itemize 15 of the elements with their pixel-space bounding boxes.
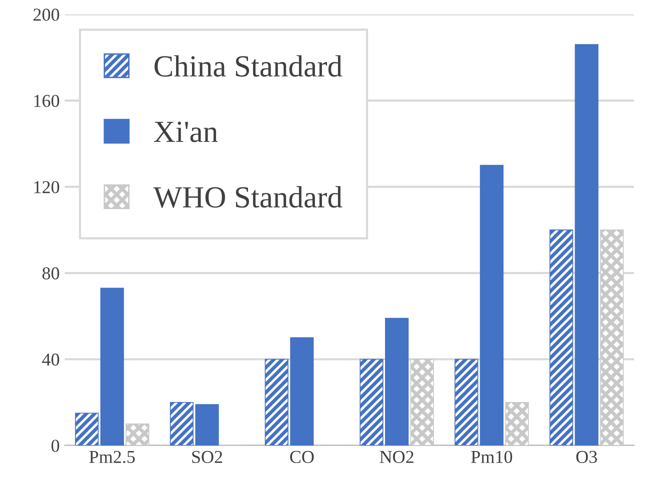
y-tick-label: 120 bbox=[34, 181, 60, 194]
x-tick-label: O3 bbox=[576, 450, 597, 464]
x-tick-label: CO bbox=[290, 450, 314, 464]
x-tick-label: NO2 bbox=[380, 450, 414, 464]
y-tick-label: 160 bbox=[34, 94, 60, 108]
y-tick-label: 200 bbox=[34, 8, 60, 21]
y-tick-label: 40 bbox=[42, 354, 60, 366]
legend-label: WHO Standard bbox=[153, 186, 342, 208]
legend-label: China Standard bbox=[154, 55, 342, 77]
x-tick-label: SO2 bbox=[192, 450, 222, 464]
x-tick-label: Pm2.5 bbox=[89, 450, 135, 464]
x-tick-label: Pm10 bbox=[471, 450, 512, 464]
y-tick-label: 0 bbox=[52, 440, 60, 452]
legend-label: Xi'an bbox=[154, 122, 218, 142]
y-tick-label: 80 bbox=[42, 267, 60, 280]
